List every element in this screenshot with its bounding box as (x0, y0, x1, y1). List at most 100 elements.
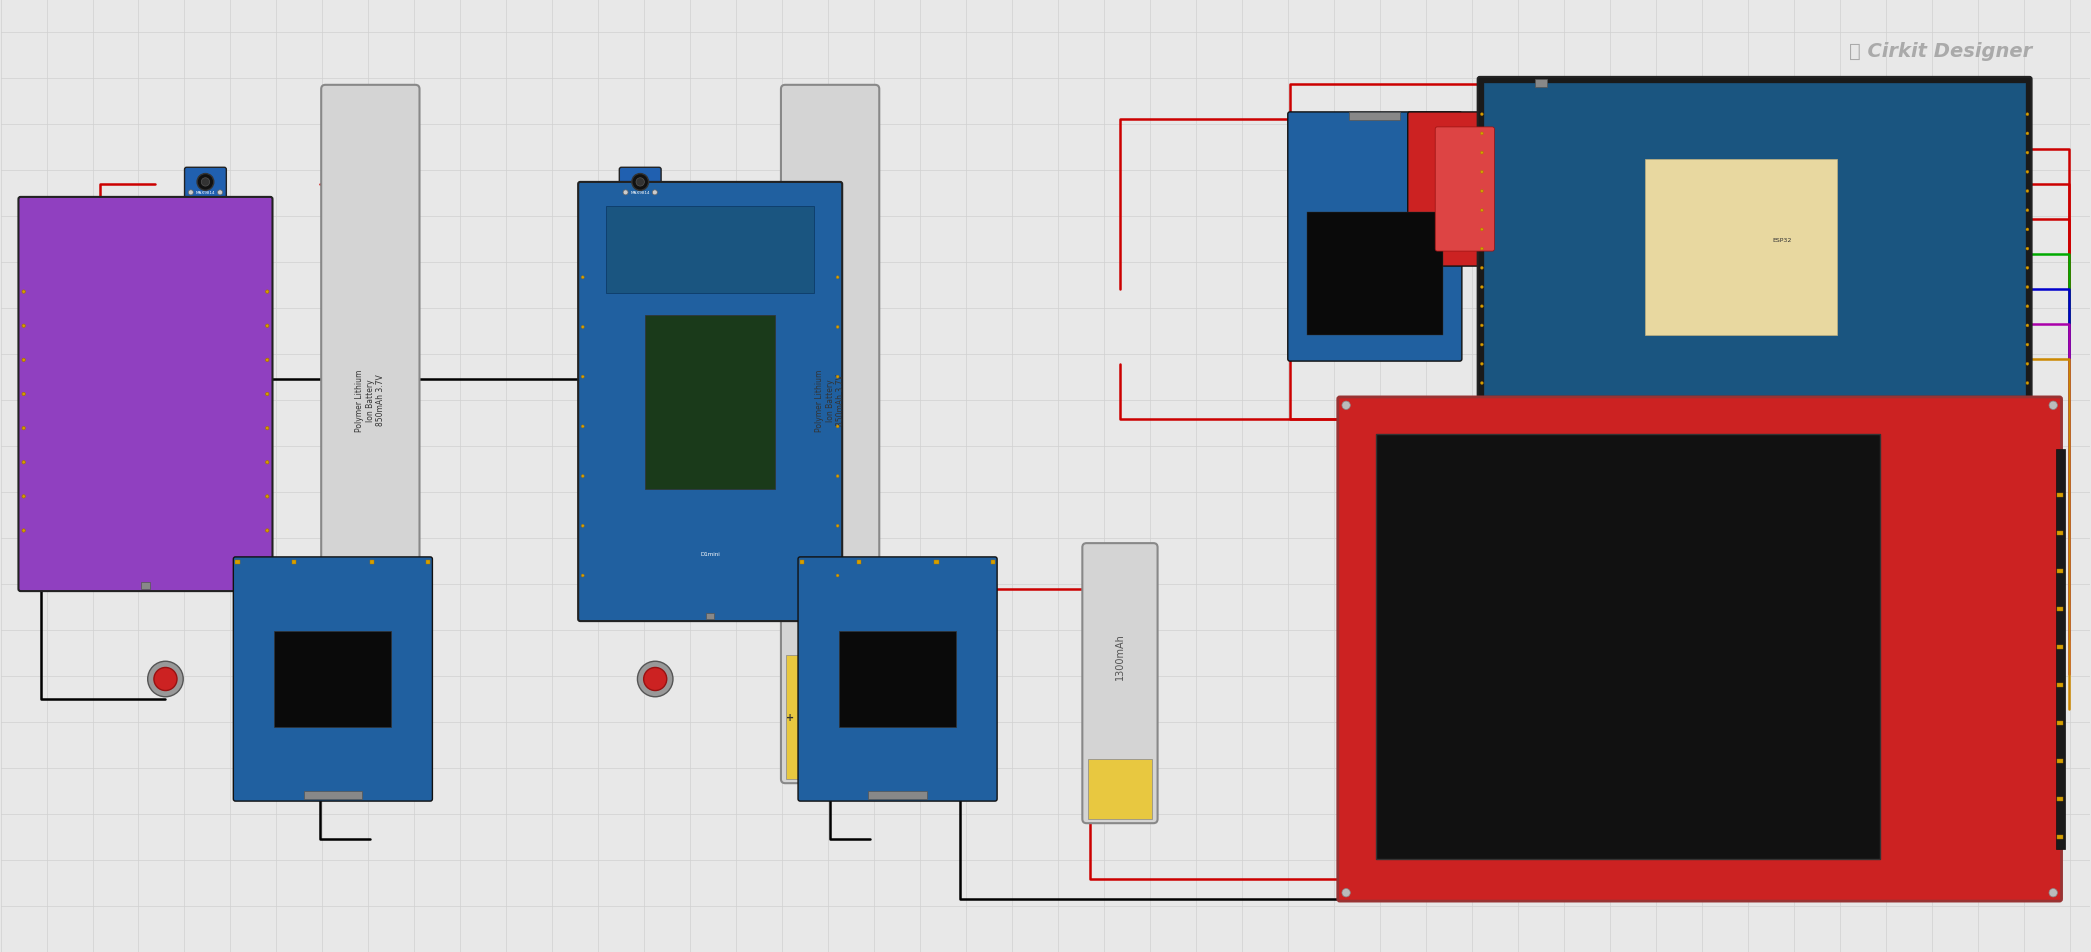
Circle shape (1480, 113, 1483, 116)
FancyBboxPatch shape (322, 86, 420, 783)
Circle shape (23, 359, 25, 362)
Circle shape (631, 174, 648, 191)
Circle shape (1480, 209, 1483, 212)
Circle shape (836, 376, 838, 379)
Text: ESP32: ESP32 (1773, 237, 1792, 242)
Bar (2058, 569, 2062, 573)
Circle shape (2026, 132, 2028, 136)
Circle shape (266, 427, 270, 430)
Bar (801, 561, 805, 565)
Circle shape (2026, 363, 2028, 366)
Circle shape (266, 393, 270, 396)
Circle shape (1342, 402, 1351, 410)
Circle shape (148, 662, 184, 697)
Circle shape (581, 475, 583, 478)
Circle shape (581, 276, 583, 279)
Circle shape (581, 525, 583, 527)
FancyBboxPatch shape (1434, 128, 1495, 252)
Bar (1349, 112, 1401, 121)
Circle shape (266, 529, 270, 532)
Circle shape (201, 179, 209, 187)
Circle shape (1480, 132, 1483, 136)
Bar (326, 655, 414, 779)
Bar (646, 315, 776, 489)
Circle shape (266, 461, 270, 465)
Circle shape (581, 426, 583, 428)
Circle shape (2026, 325, 2028, 327)
Circle shape (188, 190, 192, 196)
Bar (935, 561, 939, 565)
FancyBboxPatch shape (234, 557, 433, 802)
FancyBboxPatch shape (184, 169, 226, 199)
Circle shape (1480, 190, 1483, 193)
Circle shape (836, 426, 838, 428)
Circle shape (623, 190, 627, 196)
Text: Polymer Lithium
Ion Battery
850mAh 3.7V: Polymer Lithium Ion Battery 850mAh 3.7V (355, 369, 385, 431)
Circle shape (581, 376, 583, 379)
Bar (838, 631, 956, 727)
Bar (857, 561, 861, 565)
Circle shape (836, 525, 838, 527)
Bar (2058, 494, 2062, 498)
Bar (2058, 760, 2062, 764)
FancyBboxPatch shape (1338, 398, 2062, 902)
Circle shape (636, 179, 644, 187)
Text: Polymer Lithium
Ion Battery
850mAh 3.7V: Polymer Lithium Ion Battery 850mAh 3.7V (815, 369, 845, 431)
Circle shape (2026, 171, 2028, 174)
Circle shape (836, 475, 838, 478)
Circle shape (2026, 268, 2028, 270)
Circle shape (1480, 306, 1483, 308)
Circle shape (23, 461, 25, 465)
Circle shape (2026, 287, 2028, 289)
Text: ⧉ Cirkit Designer: ⧉ Cirkit Designer (1848, 42, 2032, 61)
Circle shape (1480, 248, 1483, 250)
FancyBboxPatch shape (780, 86, 880, 783)
Bar (707, 613, 715, 620)
Circle shape (836, 327, 838, 329)
Circle shape (1480, 287, 1483, 289)
Circle shape (1480, 152, 1483, 155)
Bar (2055, 449, 2064, 849)
Bar (427, 561, 431, 565)
Bar (2058, 684, 2062, 687)
Bar (1087, 760, 1152, 819)
Bar (2058, 835, 2062, 839)
Circle shape (836, 574, 838, 577)
Bar (1485, 84, 2026, 395)
Bar (1307, 213, 1443, 335)
Circle shape (266, 290, 270, 294)
FancyBboxPatch shape (619, 169, 661, 199)
Bar (868, 791, 926, 799)
Bar (2058, 607, 2062, 611)
Circle shape (1480, 325, 1483, 327)
Circle shape (1480, 363, 1483, 366)
Circle shape (2049, 888, 2058, 897)
Bar (236, 561, 240, 565)
Circle shape (2026, 209, 2028, 212)
Circle shape (23, 290, 25, 294)
Bar (2058, 798, 2062, 802)
Circle shape (638, 662, 673, 697)
Text: MAX9814: MAX9814 (631, 191, 650, 195)
Circle shape (1480, 268, 1483, 270)
Circle shape (155, 667, 178, 691)
Circle shape (2026, 190, 2028, 193)
FancyBboxPatch shape (19, 198, 272, 591)
Bar (370, 561, 374, 565)
Bar (303, 791, 362, 799)
Circle shape (652, 190, 657, 196)
Circle shape (2026, 248, 2028, 250)
Circle shape (266, 495, 270, 499)
Circle shape (2026, 152, 2028, 155)
Bar (274, 631, 391, 727)
Circle shape (2026, 344, 2028, 347)
Circle shape (1480, 171, 1483, 174)
Text: D1mini: D1mini (700, 551, 719, 557)
Circle shape (266, 359, 270, 362)
Circle shape (197, 174, 213, 191)
Bar (2058, 531, 2062, 535)
Circle shape (2049, 402, 2058, 410)
Text: 1300mAh: 1300mAh (1115, 633, 1125, 680)
Bar (293, 561, 297, 565)
Circle shape (23, 325, 25, 328)
